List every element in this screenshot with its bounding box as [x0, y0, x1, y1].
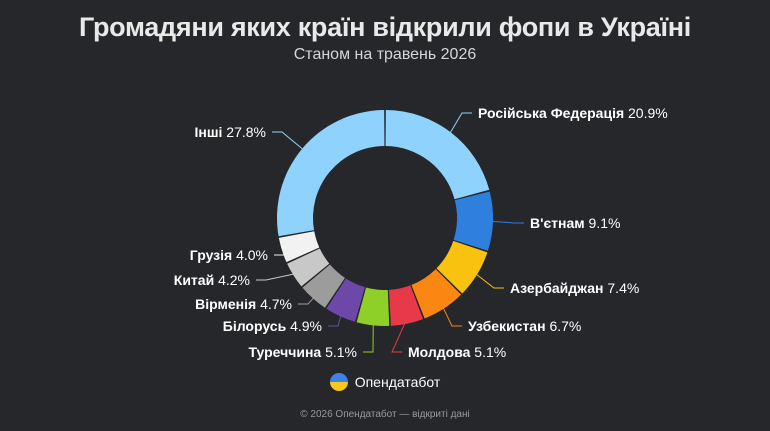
opendatabot-logo-icon [329, 373, 348, 391]
label-name-вірменія: Вірменія [195, 296, 256, 312]
slice-молдова [388, 285, 424, 326]
leader-line-азербайджан [473, 271, 504, 289]
label-молдова: Молдова 5.1% [408, 344, 506, 360]
slice-узбекистан [411, 269, 462, 319]
label-туреччина: Туреччина 5.1% [248, 344, 357, 360]
label-грузія: Грузія 4.0% [190, 247, 268, 263]
label-name-інші: Інші [195, 124, 223, 140]
label-name-туреччина: Туреччина [248, 344, 321, 360]
label-value-в-єтнам: 9.1% [585, 215, 621, 231]
leader-line-білорусь [328, 312, 343, 327]
label-російська-федерація: Російська Федерація 20.9% [478, 105, 668, 121]
label-value-російська-федерація: 20.9% [624, 105, 668, 121]
label-value-туреччина: 5.1% [321, 344, 357, 360]
label-value-узбекистан: 6.7% [546, 318, 582, 334]
slice-російська-федерація [385, 110, 490, 200]
label-name-російська-федерація: Російська Федерація [478, 105, 624, 121]
footer-copyright: © 2026 Опендатабот — відкриті дані [300, 409, 470, 420]
slice-туреччина [356, 287, 390, 326]
label-name-азербайджан: Азербайджан [510, 280, 604, 296]
label-value-інші: 27.8% [222, 124, 266, 140]
label-name-грузія: Грузія [190, 247, 232, 263]
label-value-азербайджан: 7.4% [604, 280, 640, 296]
label-name-в-єтнам: В'єтнам [530, 215, 585, 231]
slice-грузія [278, 231, 320, 263]
slice-в-єтнам [453, 191, 493, 251]
label-білорусь: Білорусь 4.9% [223, 318, 322, 334]
label-value-вірменія: 4.7% [256, 296, 292, 312]
label-name-китай: Китай [174, 272, 214, 288]
brand-name: Опендатабот [354, 374, 441, 390]
label-китай: Китай 4.2% [174, 272, 250, 288]
label-узбекистан: Узбекистан 6.7% [468, 318, 581, 334]
chart-title: Громадяни яких країн відкрили фопи в Укр… [78, 12, 691, 42]
slice-вірменія [302, 264, 345, 308]
label-азербайджан: Азербайджан 7.4% [510, 280, 639, 296]
slice-азербайджан [436, 240, 488, 294]
label-в-єтнам: В'єтнам 9.1% [530, 215, 620, 231]
label-name-молдова: Молдова [408, 344, 471, 360]
slice-китай [287, 248, 330, 287]
leader-line-російська-федерація [448, 112, 472, 136]
leader-line-туреччина [363, 321, 374, 353]
leader-line-китай [256, 272, 298, 281]
leader-line-молдова [391, 319, 407, 353]
leader-line-в-єтнам [488, 220, 524, 224]
label-інші: Інші 27.8% [195, 124, 267, 140]
leader-line-вірменія [298, 295, 317, 305]
brand: Опендатабот [0, 373, 770, 391]
leader-line-інші [272, 131, 306, 152]
slice-білорусь [326, 278, 366, 322]
label-value-білорусь: 4.9% [286, 318, 322, 334]
label-value-грузія: 4.0% [232, 247, 268, 263]
leader-line-грузія [274, 248, 287, 256]
label-name-білорусь: Білорусь [223, 318, 287, 334]
label-name-узбекистан: Узбекистан [468, 318, 546, 334]
label-вірменія: Вірменія 4.7% [195, 296, 292, 312]
leader-line-узбекистан [441, 304, 462, 327]
label-value-молдова: 5.1% [470, 344, 506, 360]
label-value-китай: 4.2% [214, 272, 250, 288]
slice-інші [277, 110, 385, 237]
chart-subtitle: Станом на травень 2026 [293, 46, 477, 63]
